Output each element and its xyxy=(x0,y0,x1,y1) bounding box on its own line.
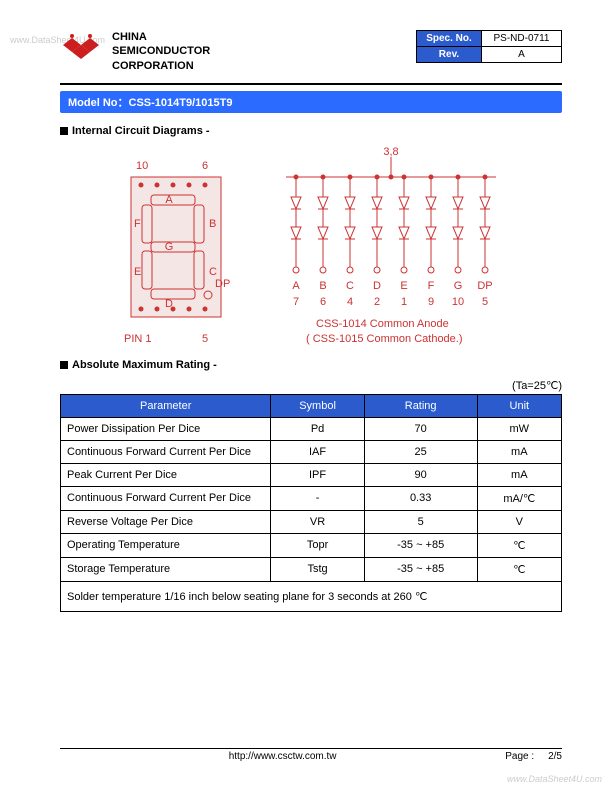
table-row: Storage TemperatureTstg-35 ~ +85℃ xyxy=(61,557,562,581)
page-label: Page : xyxy=(505,751,534,762)
spec-no-label: Spec. No. xyxy=(417,31,482,47)
cell-rating: 70 xyxy=(364,417,477,440)
section-circuit-label: Internal Circuit Diagrams - xyxy=(72,125,210,137)
company-line3: CORPORATION xyxy=(112,59,210,73)
section-circuit-title: Internal Circuit Diagrams - xyxy=(60,125,562,137)
rev-label: Rev. xyxy=(417,47,482,63)
header-rule xyxy=(60,83,562,85)
th-unit: Unit xyxy=(477,394,561,417)
led-label: G xyxy=(454,280,463,292)
cell-symbol: - xyxy=(271,486,364,510)
cell-rating: -35 ~ +85 xyxy=(364,557,477,581)
rev-value: A xyxy=(482,47,562,63)
pin6-label: 6 xyxy=(202,160,208,172)
top-pins-label: 3,8 xyxy=(383,147,398,158)
led-pin: 10 xyxy=(452,296,464,308)
led-label: A xyxy=(292,280,300,292)
table-row: Peak Current Per DiceIPF90mA xyxy=(61,463,562,486)
led-label: C xyxy=(346,280,354,292)
page-value: 2/5 xyxy=(548,751,562,762)
company-line2: SEMICONDUCTOR xyxy=(112,44,210,58)
seven-segment-diagram: 10 6 PIN 1 5 A B C D E F G DP xyxy=(106,147,246,347)
section-rating-label: Absolute Maximum Rating - xyxy=(72,359,217,371)
cell-symbol: IAF xyxy=(271,440,364,463)
cell-unit: ℃ xyxy=(477,533,561,557)
spec-no-value: PS-ND-0711 xyxy=(482,31,562,47)
svg-text:C: C xyxy=(209,266,217,278)
cell-unit: ℃ xyxy=(477,557,561,581)
page-header: CHINA SEMICONDUCTOR CORPORATION Spec. No… xyxy=(60,30,562,73)
cell-symbol: Pd xyxy=(271,417,364,440)
svg-text:A: A xyxy=(165,194,173,206)
led-pin: 7 xyxy=(293,296,299,308)
svg-text:D: D xyxy=(165,298,173,310)
cell-parameter: Continuous Forward Current Per Dice xyxy=(61,486,271,510)
led-pin: 9 xyxy=(428,296,434,308)
pin10-label: 10 xyxy=(136,160,148,172)
cell-unit: V xyxy=(477,510,561,533)
section-rating-title: Absolute Maximum Rating - xyxy=(60,359,562,371)
pin1-label: PIN 1 xyxy=(124,333,152,345)
cell-symbol: Topr xyxy=(271,533,364,557)
cell-parameter: Continuous Forward Current Per Dice xyxy=(61,440,271,463)
cell-rating: 5 xyxy=(364,510,477,533)
cell-symbol: VR xyxy=(271,510,364,533)
table-row: Power Dissipation Per DicePd70mW xyxy=(61,417,562,440)
led-label: E xyxy=(400,280,407,292)
led-label: DP xyxy=(477,280,492,292)
svg-text:E: E xyxy=(134,266,141,278)
led-label: B xyxy=(319,280,326,292)
svg-text:B: B xyxy=(209,218,216,230)
watermark-bottom: www.DataSheet4U.com xyxy=(507,774,602,784)
table-note-row: Solder temperature 1/16 inch below seati… xyxy=(61,581,562,611)
cell-parameter: Storage Temperature xyxy=(61,557,271,581)
table-row: Reverse Voltage Per DiceVR5V xyxy=(61,510,562,533)
page-footer: http://www.csctw.com.tw Page : 2/5 xyxy=(60,748,562,762)
pin5-label: 5 xyxy=(202,333,208,345)
ta-note: (Ta=25℃) xyxy=(60,379,562,392)
table-note: Solder temperature 1/16 inch below seati… xyxy=(61,581,562,611)
table-row: Continuous Forward Current Per Dice-0.33… xyxy=(61,486,562,510)
company-line1: CHINA xyxy=(112,30,210,44)
cell-unit: mA xyxy=(477,463,561,486)
circuit-note1: CSS-1014 Common Anode xyxy=(316,318,449,330)
table-row: Continuous Forward Current Per DiceIAF25… xyxy=(61,440,562,463)
cell-parameter: Operating Temperature xyxy=(61,533,271,557)
svg-text:DP: DP xyxy=(215,278,230,290)
led-label: F xyxy=(428,280,435,292)
led-pin: 6 xyxy=(320,296,326,308)
led-circuit-diagram: 3,8 A 7 B 6 C 4 D 2 E 1 F 9 G 10 DP 5 CSS-1014 Common A… xyxy=(276,147,516,347)
led-pin: 1 xyxy=(401,296,407,308)
cell-rating: 25 xyxy=(364,440,477,463)
th-parameter: Parameter xyxy=(61,394,271,417)
th-rating: Rating xyxy=(364,394,477,417)
spec-box: Spec. No. PS-ND-0711 Rev. A xyxy=(416,30,562,63)
svg-text:F: F xyxy=(134,218,141,230)
model-bar: Model No：CSS-1014T9/1015T9 xyxy=(60,91,562,113)
led-pin: 4 xyxy=(347,296,353,308)
led-pin: 2 xyxy=(374,296,380,308)
circuit-diagrams: 10 6 PIN 1 5 A B C D E F G DP xyxy=(60,147,562,347)
cell-symbol: IPF xyxy=(271,463,364,486)
cell-rating: 90 xyxy=(364,463,477,486)
circuit-note2: ( CSS-1015 Common Cathode.) xyxy=(306,333,463,345)
cell-rating: 0.33 xyxy=(364,486,477,510)
company-logo xyxy=(60,30,102,60)
led-label: D xyxy=(373,280,381,292)
cell-parameter: Peak Current Per Dice xyxy=(61,463,271,486)
company-name: CHINA SEMICONDUCTOR CORPORATION xyxy=(112,30,210,73)
table-row: Operating TemperatureTopr-35 ~ +85℃ xyxy=(61,533,562,557)
cell-unit: mW xyxy=(477,417,561,440)
cell-symbol: Tstg xyxy=(271,557,364,581)
th-symbol: Symbol xyxy=(271,394,364,417)
cell-parameter: Power Dissipation Per Dice xyxy=(61,417,271,440)
cell-rating: -35 ~ +85 xyxy=(364,533,477,557)
rating-table: Parameter Symbol Rating Unit Power Dissi… xyxy=(60,394,562,612)
cell-unit: mA xyxy=(477,440,561,463)
footer-url: http://www.csctw.com.tw xyxy=(60,751,505,762)
cell-unit: mA/℃ xyxy=(477,486,561,510)
cell-parameter: Reverse Voltage Per Dice xyxy=(61,510,271,533)
led-pin: 5 xyxy=(482,296,488,308)
svg-text:G: G xyxy=(165,241,174,253)
